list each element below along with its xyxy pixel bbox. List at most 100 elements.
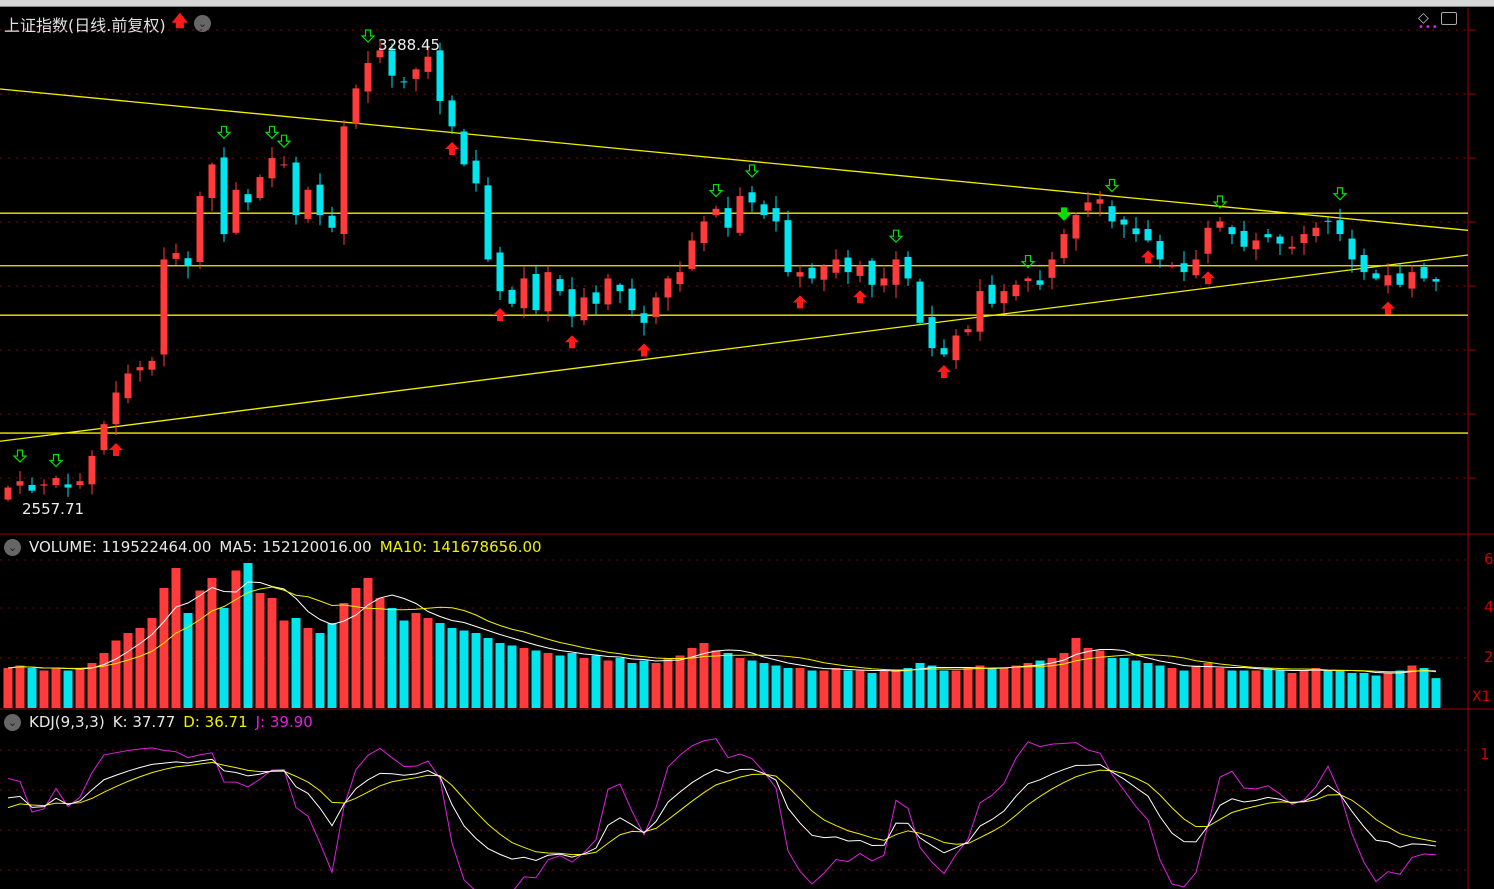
candle-body xyxy=(436,50,444,102)
volume-bar xyxy=(1131,660,1141,708)
volume-bar xyxy=(807,670,817,708)
chevron-down-icon[interactable]: ⌄ xyxy=(4,713,21,731)
candle-body xyxy=(1336,220,1344,235)
candle-body xyxy=(508,289,516,304)
volume-bar xyxy=(459,630,469,708)
candle-body xyxy=(448,100,456,127)
candle-body xyxy=(604,278,612,305)
volume-bar xyxy=(903,668,913,708)
candle-body xyxy=(292,162,300,216)
candle-body xyxy=(952,335,960,361)
chart-title-bar: 上证指数(日线.前复权) 🡅 ⌄ xyxy=(4,10,212,37)
candle-body xyxy=(880,278,888,286)
candle-body xyxy=(112,392,120,425)
volume-bar xyxy=(1383,673,1393,708)
candle-body xyxy=(1252,240,1260,250)
volume-bar xyxy=(963,668,973,708)
volume-bar xyxy=(435,623,445,708)
candle-body xyxy=(1276,236,1284,244)
volume-bar xyxy=(759,663,769,708)
candle-body xyxy=(364,63,372,92)
volume-bar xyxy=(723,653,733,708)
volume-bar xyxy=(111,640,121,708)
volume-bar xyxy=(1143,663,1153,708)
panel-toggle-icon[interactable] xyxy=(1441,11,1458,25)
candle-body xyxy=(400,81,408,83)
candle-body xyxy=(160,259,168,355)
buy-signal-arrow xyxy=(1201,271,1215,285)
candle-body xyxy=(1372,273,1380,279)
candle-body xyxy=(640,313,648,323)
buy-signal-arrow xyxy=(445,141,459,155)
buy-signal-arrow xyxy=(637,343,651,357)
diamond-icon[interactable]: ◇ xyxy=(1418,10,1429,26)
sell-signal-arrow xyxy=(216,125,232,140)
candle-body xyxy=(1432,279,1440,282)
volume-bar xyxy=(579,658,589,708)
candle-body xyxy=(628,288,636,311)
volume-bar xyxy=(1431,678,1441,708)
candle-body xyxy=(172,253,180,259)
candle-body xyxy=(808,267,816,279)
volume-bar xyxy=(1323,670,1333,708)
kdj-axis-tick: 1 xyxy=(1480,745,1490,763)
volume-bar xyxy=(1419,668,1429,708)
volume-bar xyxy=(1407,665,1417,708)
candle-body xyxy=(976,291,984,332)
trend-line xyxy=(0,88,1469,231)
candle-body xyxy=(100,424,108,451)
volume-bar xyxy=(1107,658,1117,708)
candle-body xyxy=(1060,234,1068,259)
candle-body xyxy=(892,259,900,285)
low-price-label: 2557.71 xyxy=(22,500,85,518)
volume-bar xyxy=(1215,668,1225,708)
volume-bar xyxy=(927,665,937,708)
volume-bar xyxy=(615,658,625,708)
volume-bar xyxy=(255,593,265,708)
volume-bar xyxy=(591,655,601,708)
volume-bar xyxy=(915,663,925,708)
sell-signal-arrow xyxy=(708,183,724,198)
candle-body xyxy=(1156,241,1164,260)
volume-bar xyxy=(879,670,889,708)
volume-axis-tick: 6 xyxy=(1484,550,1494,568)
candle-body xyxy=(580,297,588,321)
volume-bar xyxy=(159,588,169,708)
candle-body xyxy=(472,160,480,184)
volume-bar xyxy=(1263,668,1273,708)
candle-body xyxy=(424,56,432,72)
volume-bar xyxy=(231,570,241,708)
volume-bar xyxy=(1335,670,1345,708)
candle-body xyxy=(148,360,156,370)
candle-body xyxy=(1012,284,1020,297)
volume-bar xyxy=(243,563,253,708)
volume-bar xyxy=(291,618,301,708)
volume-bar xyxy=(339,603,349,708)
volume-bar xyxy=(423,618,433,708)
volume-bar xyxy=(1239,670,1249,708)
chevron-down-icon[interactable]: ⌄ xyxy=(194,15,212,32)
candle-body xyxy=(568,289,576,317)
buy-signal-arrow xyxy=(937,365,951,379)
volume-bar xyxy=(555,655,565,708)
candle-body xyxy=(1420,267,1428,279)
volume-bar xyxy=(1179,670,1189,708)
volume-bar xyxy=(867,673,877,708)
volume-header: ⌄ VOLUME: 119522464.00 MA5: 152120016.00… xyxy=(4,538,542,556)
volume-bar xyxy=(195,590,205,708)
volume-bar xyxy=(567,653,577,708)
candle-body xyxy=(832,259,840,273)
candle-body xyxy=(136,367,144,371)
chevron-down-icon[interactable]: ⌄ xyxy=(4,538,21,556)
candle-body xyxy=(1408,272,1416,289)
candle-body xyxy=(772,208,780,222)
j-value: J: 39.90 xyxy=(255,713,313,731)
candle-body xyxy=(28,485,36,491)
candle-body xyxy=(1384,275,1392,286)
candle-body xyxy=(1360,255,1368,273)
candle-body xyxy=(1072,215,1080,239)
volume-bar xyxy=(1023,663,1033,708)
red-up-arrow-icon: 🡅 xyxy=(171,11,189,30)
volume-bar xyxy=(1371,675,1381,708)
